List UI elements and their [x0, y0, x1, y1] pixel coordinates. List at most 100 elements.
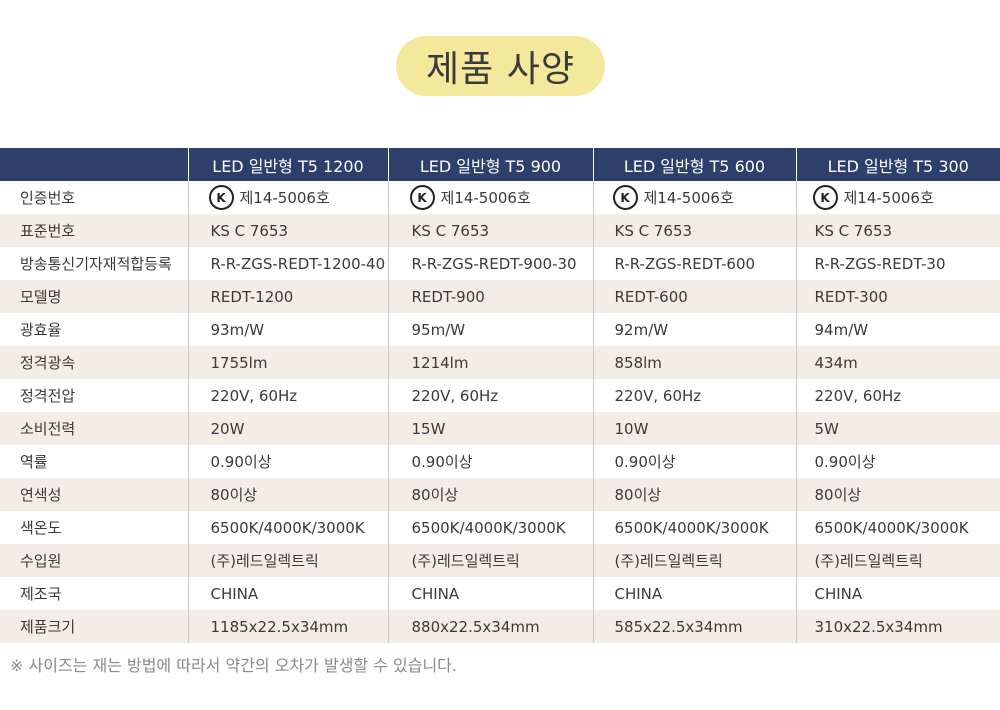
table-cell: KS C 7653 — [387, 214, 593, 247]
header-cell-t5-1200: LED 일반형 T5 1200 — [187, 148, 388, 181]
table-row: 색온도 6500K/4000K/3000K 6500K/4000K/3000K 650… — [0, 511, 1000, 544]
table-row: 모델명 REDT-1200 REDT-900 REDT-600 REDT-300 — [0, 280, 1000, 313]
table-row: 방송통신기자재적합등록 R-R-ZGS-REDT-1200-40 R-R-ZGS-R… — [0, 247, 1000, 280]
table-cell: 880x22.5x34mm — [387, 610, 593, 643]
table-cell: (주)레드일렉트릭 — [187, 544, 388, 577]
table-cell: CHINA — [592, 577, 796, 610]
row-label: 모델명 — [20, 288, 62, 306]
table-cell: 15W — [387, 412, 593, 445]
table-row: 정격광속 1755lm 1214lm 858lm 434m — [0, 346, 1000, 379]
table-cell: CHINA — [187, 577, 388, 610]
table-cell: 80이상 — [387, 478, 593, 511]
header-cell-label — [0, 148, 188, 181]
ks-certification-mark-icon: K — [409, 185, 435, 210]
table-cell: 6500K/4000K/3000K — [795, 511, 1000, 544]
table-cell: 1214lm — [387, 346, 593, 379]
certification-number: 제14-5006호 — [643, 189, 734, 207]
table-cell: 220V, 60Hz — [187, 379, 388, 412]
table-cell: 310x22.5x34mm — [795, 610, 1000, 643]
certification-number: 제14-5006호 — [239, 189, 330, 207]
table-cell: K 제14-5006호 — [795, 181, 1000, 214]
table-row: 연색성 80이상 80이상 80이상 80이상 — [0, 478, 1000, 511]
header-cell-t5-600: LED 일반형 T5 600 — [592, 148, 796, 181]
row-label: 소비전력 — [20, 420, 76, 438]
table-cell: 94m/W — [795, 313, 1000, 346]
table-cell: 434m — [795, 346, 1000, 379]
table-cell: REDT-1200 — [187, 280, 388, 313]
row-label: 정격광속 — [20, 354, 76, 372]
row-label: 수입원 — [20, 552, 62, 570]
table-cell: 80이상 — [592, 478, 796, 511]
table-cell: 80이상 — [795, 478, 1000, 511]
row-label: 방송통신기자재적합등록 — [20, 255, 172, 273]
table-cell: 0.90이상 — [592, 445, 796, 478]
table-cell: 585x22.5x34mm — [592, 610, 796, 643]
row-label: 제조국 — [20, 585, 62, 603]
table-cell: REDT-300 — [795, 280, 1000, 313]
table-cell: 92m/W — [592, 313, 796, 346]
table-row: 표준번호 KS C 7653 KS C 7653 KS C 7653 KS C 7653 — [0, 214, 1000, 247]
table-row: 제품크기 1185x22.5x34mm 880x22.5x34mm 585x22.5x… — [0, 610, 1000, 643]
header-cell-t5-300: LED 일반형 T5 300 — [795, 148, 1000, 181]
row-label: 역률 — [20, 453, 48, 471]
table-cell: KS C 7653 — [187, 214, 388, 247]
table-row: 수입원 (주)레드일렉트릭 (주)레드일렉트릭 (주)레드일렉트릭 (주)레드일렉트릭 — [0, 544, 1000, 577]
row-label: 제품크기 — [20, 618, 76, 636]
table-cell: 20W — [187, 412, 388, 445]
table-cell: REDT-600 — [592, 280, 796, 313]
table-cell: KS C 7653 — [795, 214, 1000, 247]
ks-certification-mark-icon: K — [612, 185, 638, 210]
table-cell: KS C 7653 — [592, 214, 796, 247]
spec-table-header: LED 일반형 T5 1200 LED 일반형 T5 900 LED 일반형 T… — [0, 148, 1000, 181]
row-label: 표준번호 — [20, 222, 76, 240]
header-cell-t5-900: LED 일반형 T5 900 — [387, 148, 593, 181]
table-cell: 80이상 — [187, 478, 388, 511]
table-cell: (주)레드일렉트릭 — [795, 544, 1000, 577]
spec-table: LED 일반형 T5 1200 LED 일반형 T5 900 LED 일반형 T… — [0, 148, 1000, 643]
row-label: 인증번호 — [20, 189, 76, 207]
table-row: 소비전력 20W 15W 10W 5W — [0, 412, 1000, 445]
ks-certification-mark-icon: K — [208, 185, 234, 210]
table-cell: 5W — [795, 412, 1000, 445]
table-cell: 220V, 60Hz — [795, 379, 1000, 412]
ks-certification-mark-icon: K — [812, 185, 838, 210]
table-cell: 220V, 60Hz — [592, 379, 796, 412]
spec-table-body: 인증번호 K 제14-5006호 K 제14-5006호 K 제14-5006호 K 제14-5… — [0, 181, 1000, 643]
table-cell: 6500K/4000K/3000K — [187, 511, 388, 544]
table-cell: 6500K/4000K/3000K — [592, 511, 796, 544]
row-label: 광효율 — [20, 321, 62, 339]
table-cell: 93m/W — [187, 313, 388, 346]
table-cell: (주)레드일렉트릭 — [592, 544, 796, 577]
table-cell: R-R-ZGS-REDT-600 — [592, 247, 796, 280]
table-cell: R-R-ZGS-REDT-30 — [795, 247, 1000, 280]
table-cell: R-R-ZGS-REDT-900-30 — [387, 247, 593, 280]
table-cell: 0.90이상 — [795, 445, 1000, 478]
table-cell: CHINA — [387, 577, 593, 610]
table-row: 광효율 93m/W 95m/W 92m/W 94m/W — [0, 313, 1000, 346]
size-note: ※ 사이즈는 재는 방법에 따라서 약간의 오차가 발생할 수 있습니다. — [10, 656, 457, 675]
page-title: 제품 사양 — [396, 36, 605, 96]
table-row: 인증번호 K 제14-5006호 K 제14-5006호 K 제14-5006호 K 제14-5… — [0, 181, 1000, 214]
table-cell: 0.90이상 — [187, 445, 388, 478]
table-cell: 1185x22.5x34mm — [187, 610, 388, 643]
table-cell: 10W — [592, 412, 796, 445]
row-label: 색온도 — [20, 519, 62, 537]
table-cell: 858lm — [592, 346, 796, 379]
row-label: 연색성 — [20, 486, 62, 504]
table-cell: 6500K/4000K/3000K — [387, 511, 593, 544]
table-cell: REDT-900 — [387, 280, 593, 313]
table-cell: R-R-ZGS-REDT-1200-40 — [187, 247, 388, 280]
table-cell: K 제14-5006호 — [187, 181, 388, 214]
table-cell: 220V, 60Hz — [387, 379, 593, 412]
table-cell: 1755lm — [187, 346, 388, 379]
table-row: 역률 0.90이상 0.90이상 0.90이상 0.90이상 — [0, 445, 1000, 478]
certification-number: 제14-5006호 — [440, 189, 531, 207]
table-cell: (주)레드일렉트릭 — [387, 544, 593, 577]
table-cell: CHINA — [795, 577, 1000, 610]
table-row: 정격전압 220V, 60Hz 220V, 60Hz 220V, 60Hz 220V, … — [0, 379, 1000, 412]
row-label: 정격전압 — [20, 387, 76, 405]
table-cell: K 제14-5006호 — [592, 181, 796, 214]
table-cell: 0.90이상 — [387, 445, 593, 478]
table-cell: K 제14-5006호 — [387, 181, 593, 214]
table-cell: 95m/W — [387, 313, 593, 346]
